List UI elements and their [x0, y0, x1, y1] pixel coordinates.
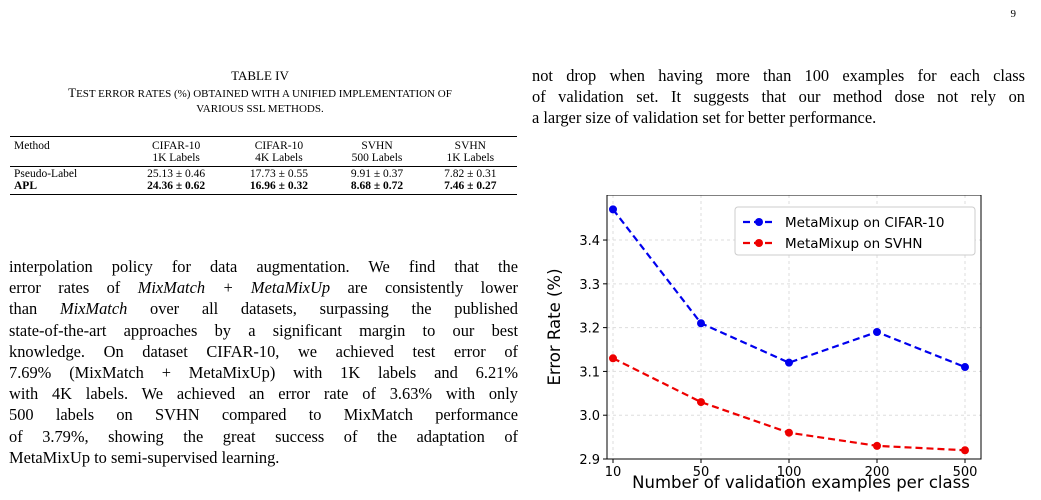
table-cell: 16.96 ± 0.32 — [227, 180, 331, 195]
text-line: knowledge. On dataset CIFAR-10, we achie… — [9, 341, 518, 361]
table-header-cell: 1K Labels — [124, 152, 228, 167]
legend-marker — [755, 239, 763, 247]
y-tick-label: 2.9 — [579, 453, 600, 468]
text-line: of 3.79%, showing the great success of t… — [9, 426, 518, 446]
table-title: TABLE IV — [231, 68, 289, 83]
table-cell: 7.82 ± 0.31 — [444, 168, 497, 180]
results-table: Method CIFAR-10 CIFAR-10 SVHN SVHN 1K La… — [10, 136, 517, 195]
text-segment: error rates of — [9, 278, 138, 298]
table-header-cell: CIFAR-10 — [227, 136, 331, 152]
page-number: 9 — [1010, 8, 1017, 20]
table-cell: 17.73 ± 0.55 — [249, 168, 308, 180]
table-cell: 9.91 ± 0.37 — [350, 168, 404, 180]
legend-box — [734, 206, 976, 256]
text-line: with 4K labels. We achieved an error rat… — [9, 384, 518, 404]
italic-term: MixMatch + MetaMixUp — [137, 278, 331, 298]
table-header-cell: 4K Labels — [227, 152, 331, 167]
table-header-cell — [10, 152, 125, 167]
text-line: of validation set. It suggests that our … — [532, 87, 1025, 107]
text-line: 7.69% (MixMatch + MetaMixUp) with 1K lab… — [9, 363, 518, 383]
y-axis-label: Error Rate (%) — [545, 268, 564, 385]
text-line: error rates of MixMatch + MetaMixUp are … — [9, 277, 518, 298]
data-point — [873, 328, 881, 336]
legend-marker — [755, 218, 763, 226]
data-point — [609, 354, 617, 363]
text-line: MetaMixUp to semi-supervised learning. — [9, 447, 280, 467]
x-tick-label: 500 — [953, 465, 978, 480]
y-tick-label: 3.4 — [579, 234, 600, 249]
table-subheader-row: 1K Labels 4K Labels 500 Labels 1K Labels — [10, 152, 517, 167]
text-segment: over all datasets, surpassing the publis… — [127, 299, 518, 319]
y-tick-label: 3.1 — [579, 365, 600, 380]
text-line: a larger size of validation set for bett… — [532, 108, 877, 128]
plot-frame — [606, 194, 982, 460]
table-cell: 7.46 ± 0.27 — [423, 180, 517, 195]
data-point — [785, 428, 793, 437]
data-point — [961, 446, 969, 455]
x-tick-label: 10 — [605, 465, 622, 480]
text-line: 500 labels on SVHN compared to MixMatch … — [9, 405, 518, 425]
data-point — [961, 363, 969, 372]
data-point — [609, 205, 617, 214]
table-cell: 24.36 ± 0.62 — [124, 180, 228, 195]
text-line: interpolation policy for data augmentati… — [9, 257, 518, 276]
table-cell: 25.13 ± 0.46 — [147, 168, 206, 180]
text-segment: are consistently lower — [330, 278, 518, 298]
text-line: not drop when having more than 100 examp… — [532, 66, 1025, 85]
x-axis-label: Number of validation examples per class — [632, 473, 970, 492]
data-point — [697, 319, 705, 328]
x-tick-label: 100 — [777, 465, 802, 480]
y-tick-label: 3.3 — [579, 278, 600, 293]
error-rate-figure: 2.9 3.0 3.1 3.2 3.3 3.4 10 50 100 200 500 Number of… — [535, 194, 995, 500]
table-caption: TEST ERROR RATES (%) OBTAINED WITH A UNI… — [0, 85, 520, 117]
series-line — [612, 208, 966, 369]
text-segment: than — [9, 299, 60, 319]
table-caption-initial: T — [68, 85, 77, 100]
table-header-cell: Method — [10, 136, 125, 152]
x-tick-label: 200 — [865, 465, 890, 480]
right-paragraph: not drop when having more than 100 examp… — [532, 65, 1025, 129]
text-line: state-of-the-art approaches by a signifi… — [9, 320, 518, 340]
table-header-cell: SVHN — [330, 136, 424, 152]
table-cell: Pseudo-Label — [14, 168, 78, 180]
italic-term: MixMatch — [59, 299, 128, 319]
data-point — [697, 398, 705, 407]
table-header-cell: SVHN — [423, 136, 517, 152]
y-tick-label: 3.2 — [579, 322, 600, 337]
table-header-cell: 500 Labels — [330, 152, 424, 167]
legend-label: MetaMixup on CIFAR-10 — [785, 215, 944, 231]
y-tick-label: 3.0 — [579, 409, 600, 424]
table-row: Pseudo-Label 25.13 ± 0.46 17.73 ± 0.55 9… — [10, 167, 517, 181]
table-header-cell: 1K Labels — [423, 152, 517, 167]
table-caption-line1: EST ERROR RATES (%) OBTAINED WITH A UNIF… — [76, 88, 452, 100]
data-point — [873, 441, 881, 450]
x-tick-label: 50 — [693, 465, 710, 480]
left-paragraph: interpolation policy for data augmentati… — [9, 256, 518, 468]
text-line: than MixMatch over all datasets, surpass… — [9, 298, 518, 319]
data-point — [785, 358, 793, 367]
table-cell: APL — [10, 180, 125, 195]
table-row: APL 24.36 ± 0.62 16.96 ± 0.32 8.68 ± 0.7… — [10, 180, 517, 195]
table-header-row: Method CIFAR-10 CIFAR-10 SVHN SVHN — [10, 136, 517, 152]
table-caption-line2: VARIOUS SSL METHODS. — [196, 103, 324, 115]
table-cell: 8.68 ± 0.72 — [330, 180, 424, 195]
table-header-cell: CIFAR-10 — [124, 136, 228, 152]
legend-label: MetaMixup on SVHN — [785, 236, 923, 252]
